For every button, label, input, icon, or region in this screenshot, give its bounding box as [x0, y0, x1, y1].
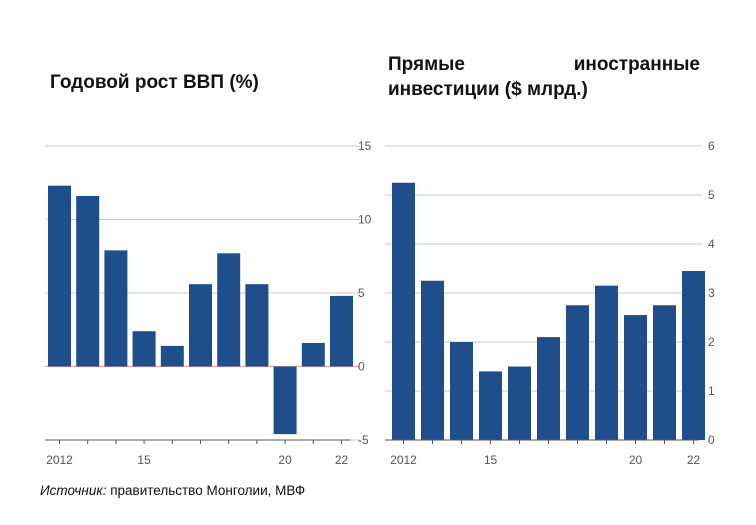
source-text: правительство Монголии, МВФ	[106, 483, 306, 498]
fdi-bar	[624, 315, 647, 440]
fdi-y-tick-label: 0	[708, 433, 715, 447]
fdi-bar	[566, 305, 589, 440]
fdi-title-line2: инвестиции ($ млрд.)	[388, 79, 588, 100]
fdi-y-tick-label: 1	[708, 384, 715, 398]
fdi-x-tick-label: 22	[687, 453, 701, 467]
fdi-y-tick-label: 3	[708, 286, 715, 300]
gdp-bar	[245, 284, 269, 367]
fdi-bar	[537, 337, 560, 440]
gdp-y-tick-label: 15	[358, 139, 372, 153]
fdi-y-tick-label: 6	[708, 139, 715, 153]
fdi-bar	[682, 270, 705, 440]
fdi-y-tick-label: 4	[708, 237, 715, 251]
gdp-bar	[104, 250, 128, 367]
fdi-y-tick-label: 5	[708, 188, 715, 202]
gdp-bar	[76, 195, 100, 367]
gdp-bar	[330, 295, 353, 367]
gdp-y-tick-label: -5	[358, 433, 369, 447]
fdi-bar	[392, 182, 415, 440]
gdp-chart: 15 10 5 0 -5 2012 15 20 22	[45, 139, 372, 467]
source-note: Источник: правительство Монголии, МВФ	[40, 483, 305, 498]
gdp-bar	[217, 253, 241, 367]
fdi-title-word1: Прямые	[388, 54, 465, 75]
fdi-bar	[421, 280, 444, 440]
gdp-x-tick-label: 22	[335, 453, 349, 467]
fdi-bar	[479, 371, 502, 440]
fdi-bar	[595, 285, 618, 440]
gdp-x-tick-label: 2012	[46, 453, 73, 467]
gdp-y-tick-label: 0	[358, 360, 365, 374]
gdp-bar	[301, 342, 325, 367]
fdi-x-tick-label: 2012	[390, 453, 417, 467]
fdi-chart: 6 5 4 3 2 1 0 2012 15 20 22	[385, 139, 715, 467]
fdi-title-word2: иностранные	[573, 54, 700, 75]
source-label: Источник:	[40, 483, 107, 498]
fdi-y-tick-label: 2	[708, 335, 715, 349]
fdi-x-tick-label: 20	[629, 453, 643, 467]
gdp-bar	[189, 284, 212, 367]
gdp-bar	[160, 345, 184, 367]
gdp-bar	[48, 185, 71, 367]
gdp-y-tick-label: 5	[358, 286, 365, 300]
gdp-y-tick-label: 10	[358, 213, 372, 227]
gdp-x-tick-label: 15	[137, 453, 151, 467]
fdi-bar	[653, 305, 676, 440]
fdi-x-tick-label: 15	[484, 453, 498, 467]
fdi-bar	[450, 342, 473, 440]
gdp-bar	[132, 331, 156, 367]
gdp-chart-title: Годовой рост ВВП (%)	[50, 72, 259, 93]
gdp-bar	[273, 366, 297, 435]
fdi-bar	[508, 366, 531, 440]
gdp-x-tick-label: 20	[278, 453, 292, 467]
fdi-chart-title: Прямые иностранные инвестиции ($ млрд.)	[388, 52, 700, 102]
